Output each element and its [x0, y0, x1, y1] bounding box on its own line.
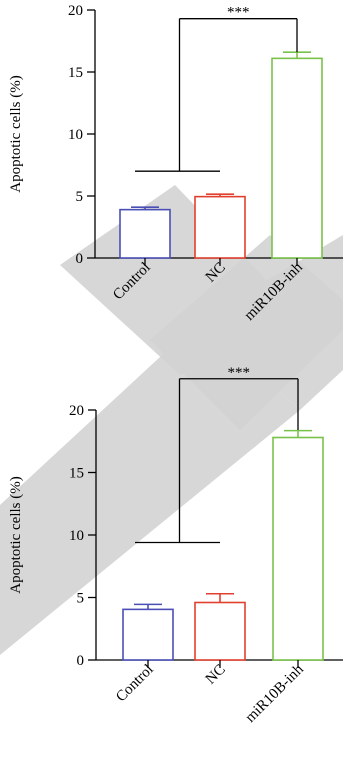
y-tick-label: 5	[76, 189, 84, 205]
y-tick-label: 5	[77, 591, 85, 607]
y-tick-label: 20	[69, 403, 84, 419]
y-tick-label: 10	[69, 528, 84, 544]
y-tick-label: 20	[68, 3, 83, 19]
significance-label: ***	[227, 5, 250, 21]
category-label: miR10B-inh	[242, 661, 307, 726]
y-axis-title: Apoptotic cells (%)	[8, 75, 24, 192]
bar-control	[119, 208, 171, 259]
bar-nc	[194, 601, 246, 661]
bar-mir10b-inh	[272, 436, 324, 661]
y-tick-label: 0	[77, 653, 85, 669]
y-tick-label: 10	[68, 127, 83, 143]
category-label: Control	[113, 662, 157, 706]
y-tick-label: 15	[68, 65, 83, 81]
watermark-stroke	[150, 235, 343, 430]
significance-label: ***	[228, 365, 251, 381]
chart-panel-bottom: 0 5 10 15 20 Apoptotic cells (%) Control NC miR1…	[8, 365, 343, 726]
y-tick-label: 15	[69, 466, 84, 482]
y-tick-label: 0	[76, 251, 84, 267]
bar-nc	[194, 195, 246, 259]
y-axis-title: Apoptotic cells (%)	[8, 476, 24, 593]
category-label: NC	[203, 662, 229, 688]
bar-control	[122, 608, 174, 661]
bar-mir10b-inh	[271, 57, 323, 259]
